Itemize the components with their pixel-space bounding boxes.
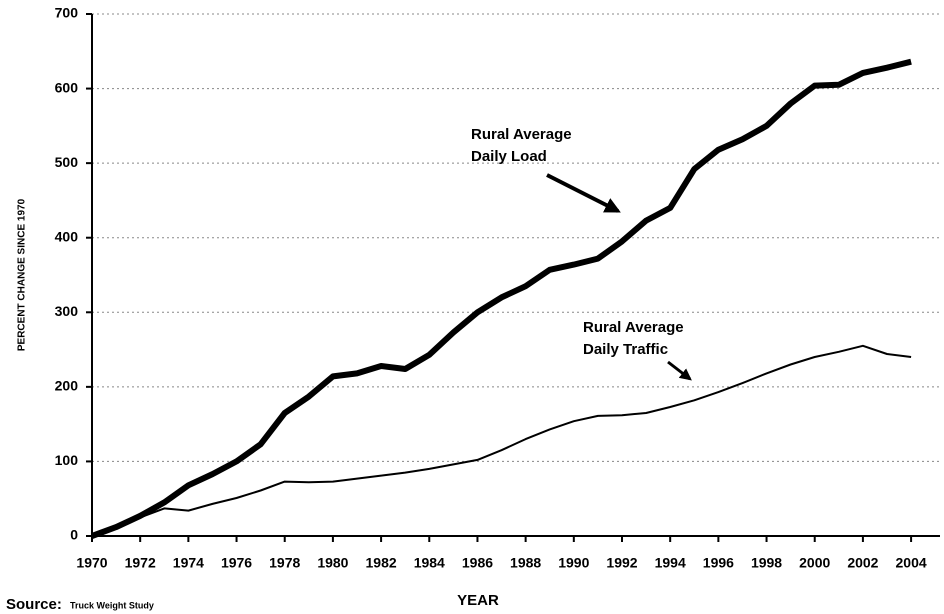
- y-tick-label: 200: [55, 378, 79, 394]
- x-tick-label: 2004: [896, 555, 927, 571]
- annotation: Rural Average: [583, 319, 684, 336]
- line: [91, 344, 912, 537]
- y-axis-label: PERCENT CHANGE SINCE 1970: [17, 198, 28, 351]
- x-tick-label: 1974: [173, 555, 204, 571]
- annotation: Daily Load: [471, 148, 547, 165]
- y-tick-label: 0: [70, 527, 78, 543]
- annotation: Rural Average: [471, 126, 572, 143]
- x-tick-label: 2000: [799, 555, 830, 571]
- x-tick-label: 1984: [414, 555, 445, 571]
- source: Truck Weight Study: [70, 600, 154, 610]
- x-tick-label: 1972: [125, 555, 156, 571]
- x-tick-label: 1970: [76, 555, 107, 571]
- x-tick-label: 1978: [269, 555, 300, 571]
- arrow: [667, 360, 692, 381]
- source-label: Source:: [6, 596, 62, 613]
- x-tick-label: 1980: [317, 555, 348, 571]
- y-tick-label: 600: [55, 79, 79, 95]
- y-tick-label: 400: [55, 228, 79, 244]
- x-tick-label: 1976: [221, 555, 252, 571]
- x-tick-label: 1992: [606, 555, 637, 571]
- y-tick-label: 700: [55, 5, 79, 21]
- arrow: [546, 173, 621, 213]
- x-tick-label: 2002: [847, 555, 878, 571]
- x-tick-label: 1994: [655, 555, 686, 571]
- x-tick-label: 1996: [703, 555, 734, 571]
- x-axis-label: YEAR: [457, 592, 499, 609]
- y-tick-label: 300: [55, 303, 79, 319]
- x-tick-label: 1986: [462, 555, 493, 571]
- x-tick-label: 1988: [510, 555, 541, 571]
- y-tick-label: 100: [55, 452, 79, 468]
- x-tick-label: 1990: [558, 555, 589, 571]
- annotation: Daily Traffic: [583, 341, 668, 358]
- line: [90, 58, 912, 539]
- x-tick-label: 1982: [366, 555, 397, 571]
- x-tick-label: 1998: [751, 555, 782, 571]
- y-tick-label: 500: [55, 154, 79, 170]
